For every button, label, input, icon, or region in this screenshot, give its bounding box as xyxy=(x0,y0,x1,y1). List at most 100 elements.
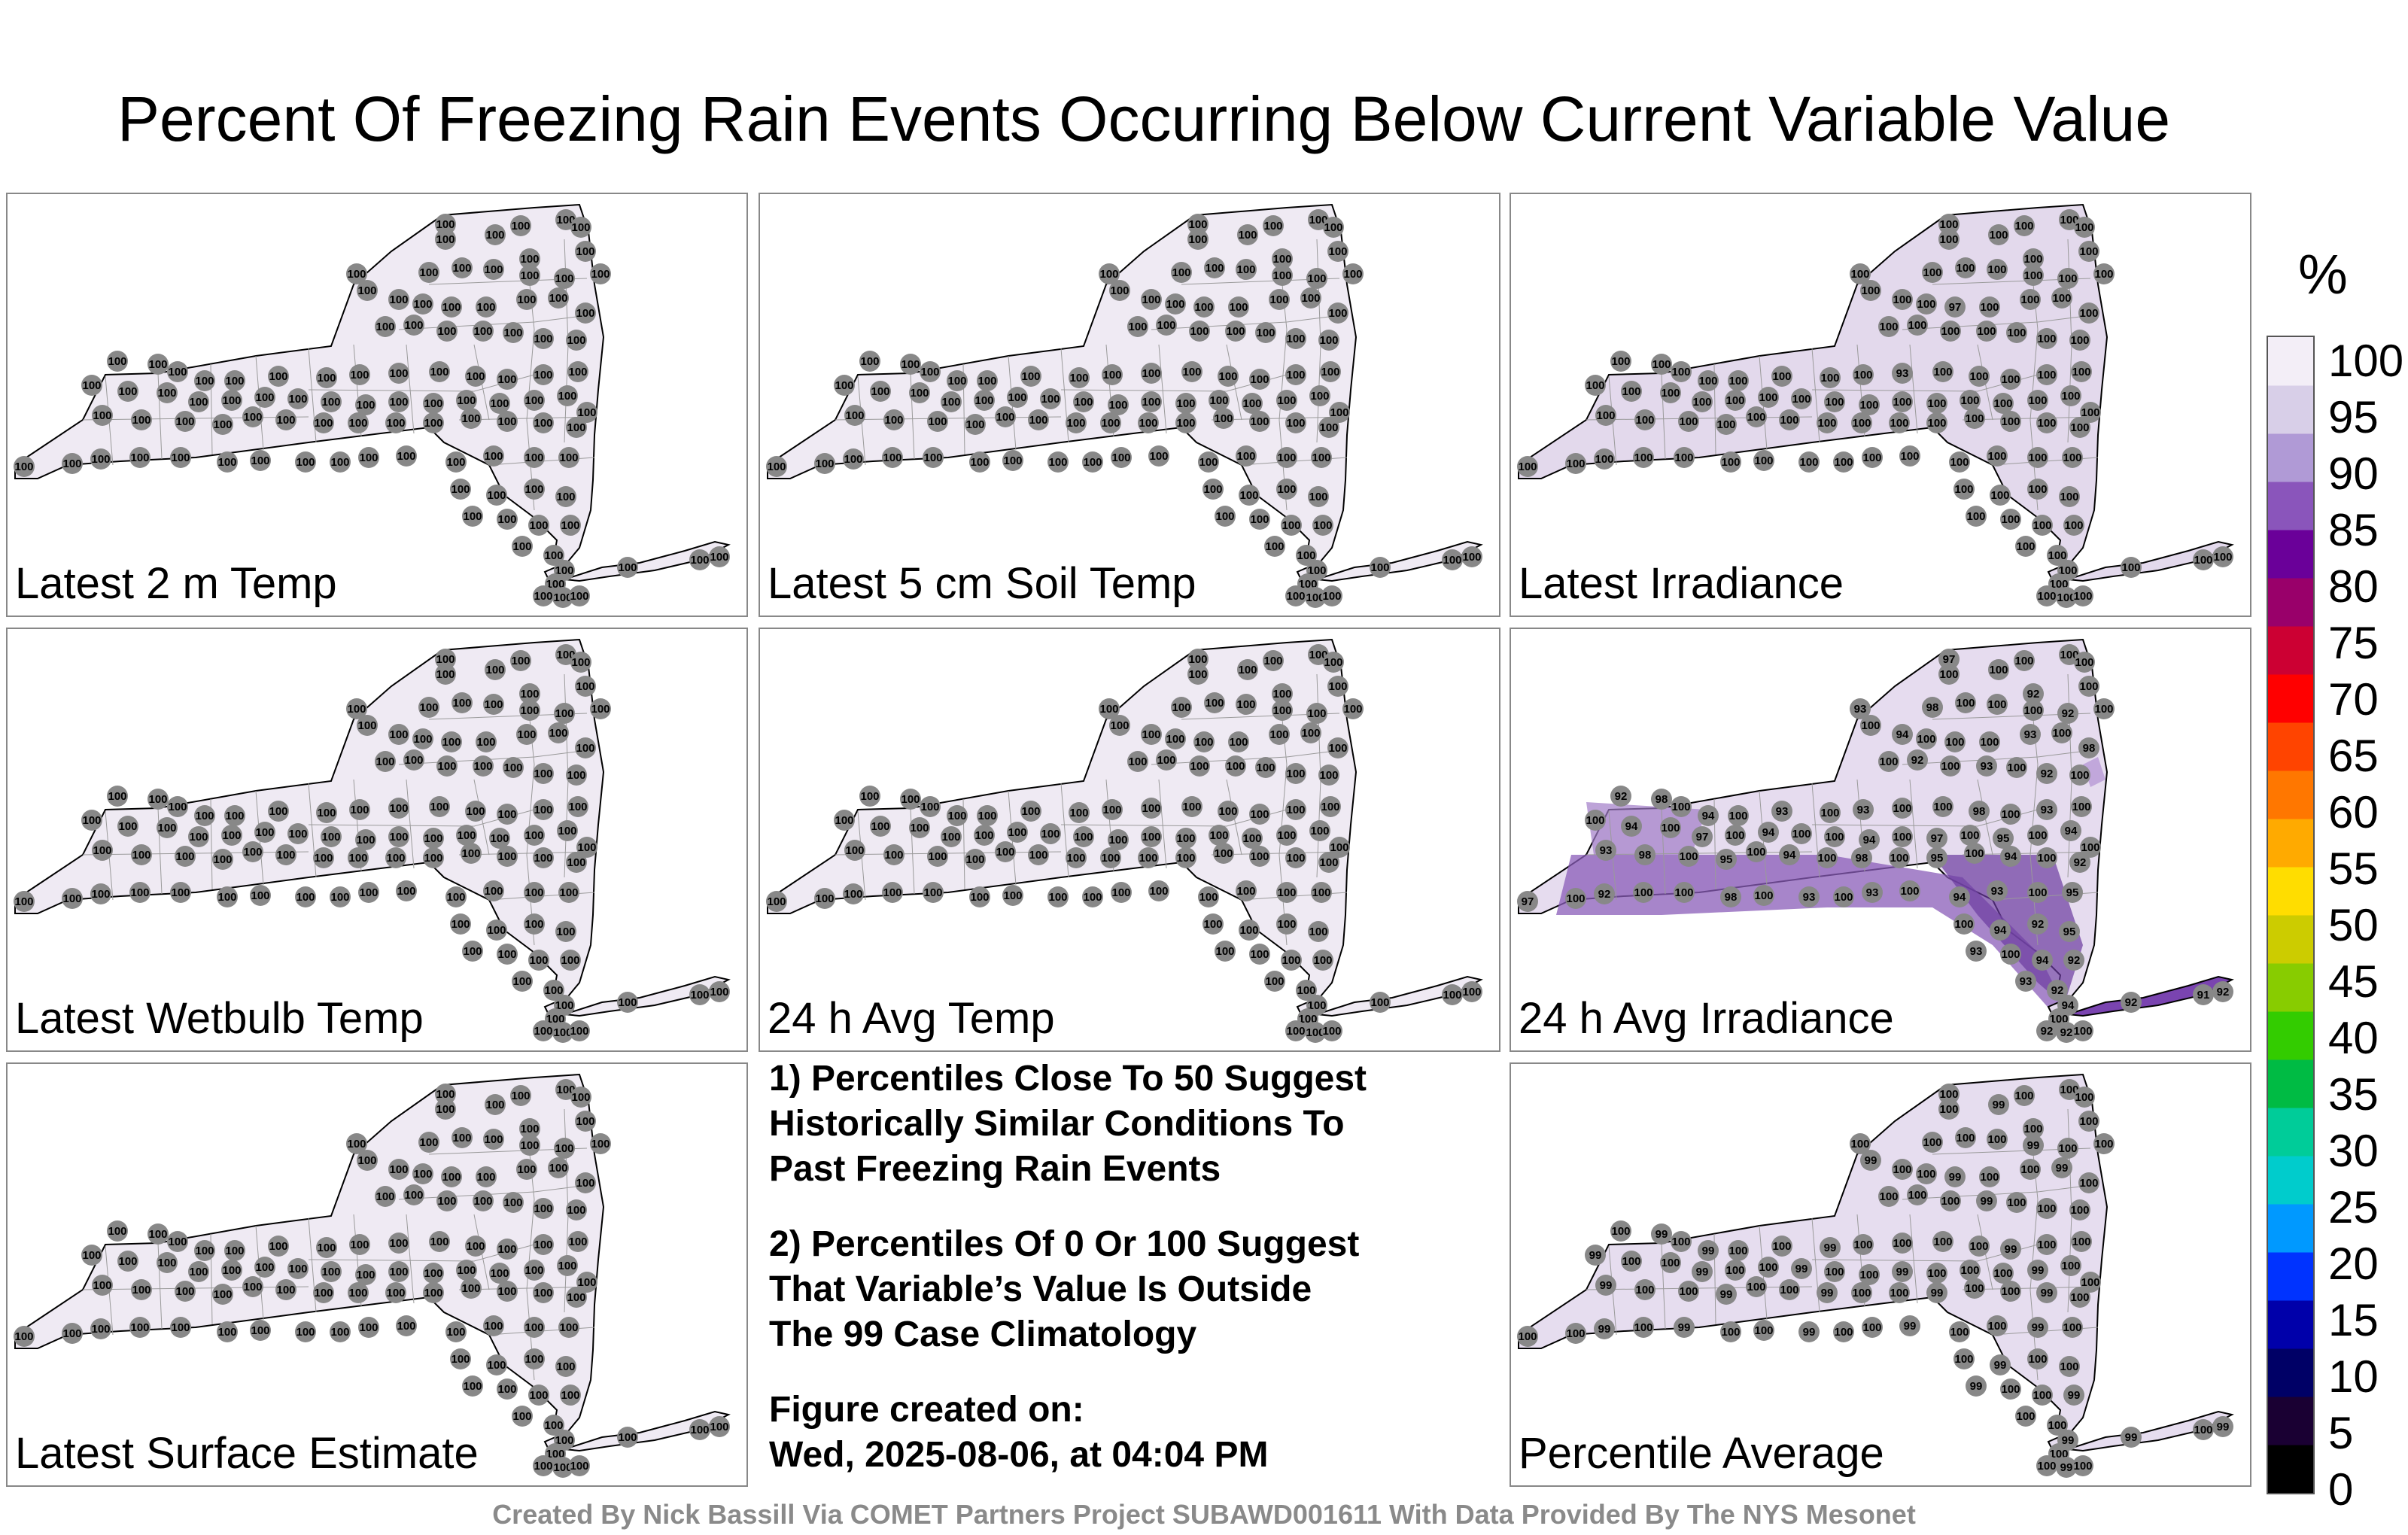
station-marker: 99 xyxy=(1716,1284,1737,1305)
svg-text:100: 100 xyxy=(1111,886,1130,899)
svg-text:100: 100 xyxy=(2060,491,2078,503)
svg-text:100: 100 xyxy=(130,451,149,464)
station-marker: 100 xyxy=(519,248,540,269)
note-percentile-50: 1) Percentiles Close To 50 Suggest Histo… xyxy=(769,1059,1367,1189)
svg-text:94: 94 xyxy=(1863,834,1876,847)
svg-text:100: 100 xyxy=(1890,1287,1908,1299)
svg-text:100: 100 xyxy=(1142,367,1160,380)
svg-text:100: 100 xyxy=(690,1424,709,1436)
svg-text:100: 100 xyxy=(1939,668,1958,681)
station-marker: 97 xyxy=(1938,649,1960,670)
station-marker: 100 xyxy=(528,950,549,971)
svg-text:99: 99 xyxy=(1598,1323,1611,1336)
station-marker: 100 xyxy=(1938,1099,1960,1120)
station-marker: 100 xyxy=(435,229,456,250)
svg-text:100: 100 xyxy=(555,272,573,285)
svg-text:100: 100 xyxy=(1307,564,1326,577)
colorbar-segment xyxy=(2268,1059,2313,1108)
station-marker: 100 xyxy=(2060,1255,2081,1276)
station-marker: 100 xyxy=(1127,751,1148,772)
svg-text:100: 100 xyxy=(511,1090,530,1102)
station-marker: 100 xyxy=(170,882,191,903)
station-marker: 100 xyxy=(1249,846,1270,867)
svg-text:100: 100 xyxy=(2079,1177,2098,1190)
svg-text:100: 100 xyxy=(1861,719,1880,732)
station-marker: 100 xyxy=(429,796,450,817)
station-marker: 94 xyxy=(1892,724,1913,745)
svg-text:100: 100 xyxy=(330,456,349,469)
station-marker: 100 xyxy=(2006,322,2027,343)
station-marker: 100 xyxy=(2014,215,2035,236)
station-marker: 100 xyxy=(147,789,169,810)
svg-text:100: 100 xyxy=(473,1195,492,1208)
station-marker: 100 xyxy=(1758,387,1779,408)
station-marker: 100 xyxy=(1276,390,1297,411)
svg-text:100: 100 xyxy=(213,1288,232,1301)
station-marker: 100 xyxy=(1850,1133,1871,1154)
station-marker: 100 xyxy=(1225,321,1246,342)
svg-text:100: 100 xyxy=(2037,1460,2056,1473)
station-marker: 100 xyxy=(969,886,990,907)
svg-text:100: 100 xyxy=(1917,298,1935,311)
svg-text:100: 100 xyxy=(524,1353,543,1366)
svg-text:100: 100 xyxy=(1226,760,1245,773)
station-marker: 100 xyxy=(900,354,921,375)
station-marker: 100 xyxy=(423,1263,444,1284)
station-marker: 100 xyxy=(62,453,83,474)
station-marker: 92 xyxy=(2063,950,2084,971)
svg-text:100: 100 xyxy=(108,790,126,803)
station-marker: 100 xyxy=(1987,259,2008,280)
svg-text:100: 100 xyxy=(520,688,539,701)
svg-text:100: 100 xyxy=(118,385,137,398)
station-marker: 100 xyxy=(2060,385,2081,406)
station-marker: 100 xyxy=(1276,479,1297,500)
station-marker: 100 xyxy=(834,375,855,396)
svg-text:100: 100 xyxy=(1923,266,1941,279)
svg-text:100: 100 xyxy=(1825,396,1844,409)
station-marker: 100 xyxy=(1860,715,1881,736)
station-marker: 100 xyxy=(1007,387,1028,408)
station-marker: 100 xyxy=(175,846,196,867)
svg-text:100: 100 xyxy=(1176,832,1195,845)
svg-text:95: 95 xyxy=(1720,853,1733,866)
svg-text:100: 100 xyxy=(512,1410,531,1423)
station-marker: 100 xyxy=(1993,393,2014,414)
svg-text:100: 100 xyxy=(1462,986,1481,999)
svg-text:100: 100 xyxy=(389,802,408,815)
svg-text:100: 100 xyxy=(243,411,262,424)
svg-text:100: 100 xyxy=(1074,396,1093,409)
station-marker: 99 xyxy=(1594,1318,1615,1339)
station-marker: 100 xyxy=(217,1321,238,1342)
station-marker: 100 xyxy=(396,445,417,467)
station-marker: 100 xyxy=(355,394,376,415)
svg-text:100: 100 xyxy=(1229,301,1248,314)
svg-text:100: 100 xyxy=(2061,390,2080,403)
svg-text:100: 100 xyxy=(568,366,587,378)
station-marker: 100 xyxy=(212,414,233,435)
colorbar-tick-label: 90 xyxy=(2328,448,2379,499)
svg-text:100: 100 xyxy=(1586,814,1604,827)
station-marker: 100 xyxy=(1944,731,1966,752)
svg-text:100: 100 xyxy=(148,358,167,371)
station-marker: 100 xyxy=(465,1236,486,1257)
station-marker: 100 xyxy=(533,585,554,606)
svg-text:100: 100 xyxy=(1853,369,1872,381)
svg-text:100: 100 xyxy=(1256,327,1275,339)
svg-text:100: 100 xyxy=(497,415,516,428)
svg-text:100: 100 xyxy=(1652,358,1671,371)
colorbar-segment xyxy=(2268,626,2313,675)
credit-line: Created By Nick Bassill Via COMET Partne… xyxy=(492,1499,1916,1530)
svg-text:100: 100 xyxy=(413,1168,432,1181)
station-marker: 100 xyxy=(576,402,597,423)
svg-text:100: 100 xyxy=(1203,483,1222,496)
station-marker: 100 xyxy=(1218,801,1239,822)
station-marker: 100 xyxy=(1878,751,1899,772)
svg-text:100: 100 xyxy=(1188,653,1207,666)
station-marker: 100 xyxy=(423,393,444,414)
station-marker: 100 xyxy=(107,351,128,372)
station-marker: 100 xyxy=(92,840,113,861)
svg-text:100: 100 xyxy=(118,1255,137,1268)
station-marker: 100 xyxy=(947,370,968,391)
station-marker: 100 xyxy=(1889,847,1910,868)
